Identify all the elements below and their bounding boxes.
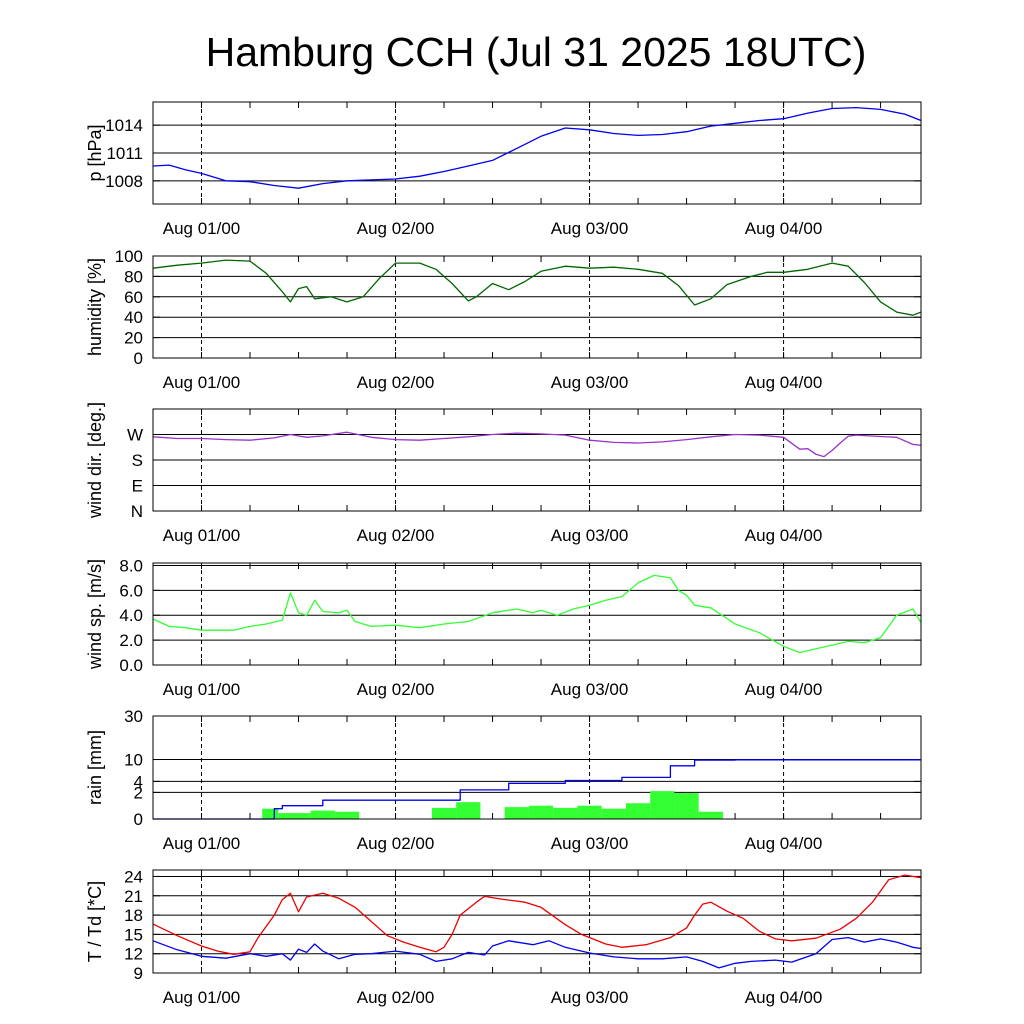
y-tick-label: 6.0 (119, 581, 143, 600)
rain-bar (456, 802, 481, 819)
y-axis-label: wind dir. [deg.] (85, 402, 105, 519)
panel-frame (152, 869, 922, 974)
x-tick-label: Aug 03/00 (551, 219, 629, 238)
x-tick-label: Aug 02/00 (357, 219, 435, 238)
rain-bar (310, 810, 335, 819)
panel-frame (152, 255, 922, 359)
y-tick-label: 9 (134, 964, 143, 983)
x-tick-label: Aug 04/00 (745, 219, 823, 238)
rain-bar (334, 811, 360, 819)
y-axis-label: wind sp. [m/s] (85, 559, 105, 670)
y-tick-label: 2 (134, 783, 143, 802)
rain-bar (278, 813, 311, 819)
rain-bar (650, 791, 675, 819)
y-tick-label: W (127, 426, 143, 445)
y-tick-label: S (132, 451, 143, 470)
rain-bar (262, 808, 279, 819)
y-tick-label: 18 (124, 906, 143, 925)
y-tick-label: 30 (124, 707, 143, 726)
y-tick-label: 60 (124, 288, 143, 307)
y-axis-label: humidity [%] (85, 258, 105, 356)
y-tick-label: 21 (124, 887, 143, 906)
x-tick-label: Aug 04/00 (745, 834, 823, 853)
x-tick-label: Aug 04/00 (745, 373, 823, 392)
x-tick-label: Aug 03/00 (551, 526, 629, 545)
x-tick-label: Aug 01/00 (163, 834, 241, 853)
x-tick-label: Aug 03/00 (551, 988, 629, 1007)
x-tick-label: Aug 01/00 (163, 219, 241, 238)
y-tick-label: 1014 (105, 116, 143, 135)
y-tick-label: E (132, 477, 143, 496)
panel-frame (152, 101, 922, 205)
x-tick-label: Aug 03/00 (551, 834, 629, 853)
y-axis-label: T / Td [*C] (85, 881, 105, 962)
y-tick-label: 1011 (106, 144, 143, 163)
series-line-temperature-0 (152, 874, 922, 955)
y-axis-label: p [hPa] (85, 124, 105, 181)
chart-title: Hamburg CCH (Jul 31 2025 18UTC) (206, 29, 867, 75)
y-tick-label: 0 (134, 349, 143, 368)
rain-bar (431, 807, 457, 819)
series-line-temperature-1 (152, 936, 922, 969)
series-line-humidity-0 (152, 259, 922, 316)
x-tick-label: Aug 01/00 (163, 373, 241, 392)
rain-bar (528, 805, 554, 819)
rain-bar (577, 805, 602, 819)
x-tick-label: Aug 01/00 (163, 680, 241, 699)
y-tick-label: 100 (115, 247, 143, 266)
y-tick-label: 8.0 (119, 556, 143, 575)
x-tick-label: Aug 02/00 (357, 680, 435, 699)
rain-bar (553, 807, 578, 819)
x-tick-label: Aug 02/00 (357, 526, 435, 545)
panel-rain: 0 24 10 30 rain [mm] Aug 01/00 Aug 02/00 Aug 03… (85, 707, 922, 853)
y-tick-label: 15 (124, 925, 143, 944)
y-tick-label: 24 (124, 867, 143, 886)
series-line-pressure-0 (152, 106, 922, 189)
series-line-wind_speed-0 (152, 574, 922, 654)
y-tick-label: 4.0 (119, 606, 143, 625)
y-tick-label: 4 (134, 772, 143, 791)
x-tick-label: Aug 02/00 (357, 988, 435, 1007)
x-tick-label: Aug 04/00 (745, 526, 823, 545)
panel-frame (152, 715, 922, 820)
rain-bar (674, 793, 699, 819)
rain-cumulative-line (153, 759, 921, 820)
y-tick-label: 1008 (105, 172, 143, 191)
x-tick-label: Aug 02/00 (357, 373, 435, 392)
x-tick-label: Aug 03/00 (551, 680, 629, 699)
x-tick-label: Aug 02/00 (357, 834, 435, 853)
y-tick-label: 10 (124, 751, 143, 770)
rain-bar (504, 807, 529, 819)
y-tick-label: N (131, 502, 143, 521)
y-tick-label: 12 (124, 945, 143, 964)
y-tick-label: 0.0 (119, 656, 143, 675)
panel-frame (152, 408, 922, 512)
rain-bar (625, 803, 651, 819)
panel-frame (152, 562, 922, 666)
x-tick-label: Aug 01/00 (163, 526, 241, 545)
x-tick-label: Aug 03/00 (551, 373, 629, 392)
rain-bar (698, 811, 723, 819)
y-tick-label: 0 (134, 810, 143, 829)
y-tick-label: 20 (124, 329, 143, 348)
y-tick-label: 40 (124, 308, 143, 327)
x-tick-label: Aug 04/00 (745, 988, 823, 1007)
panel-wind_speed: 0.0 2.0 4.0 6.0 8.0 wind sp. [m/s] Aug 01/00 Au… (85, 556, 922, 699)
y-tick-label: 80 (124, 267, 143, 286)
y-tick-label: 2.0 (119, 631, 143, 650)
x-tick-label: Aug 01/00 (163, 988, 241, 1007)
x-tick-label: Aug 04/00 (745, 680, 823, 699)
series-line-wind_dir-0 (152, 431, 922, 458)
rain-bar (601, 808, 626, 819)
y-axis-label: rain [mm] (85, 730, 105, 805)
